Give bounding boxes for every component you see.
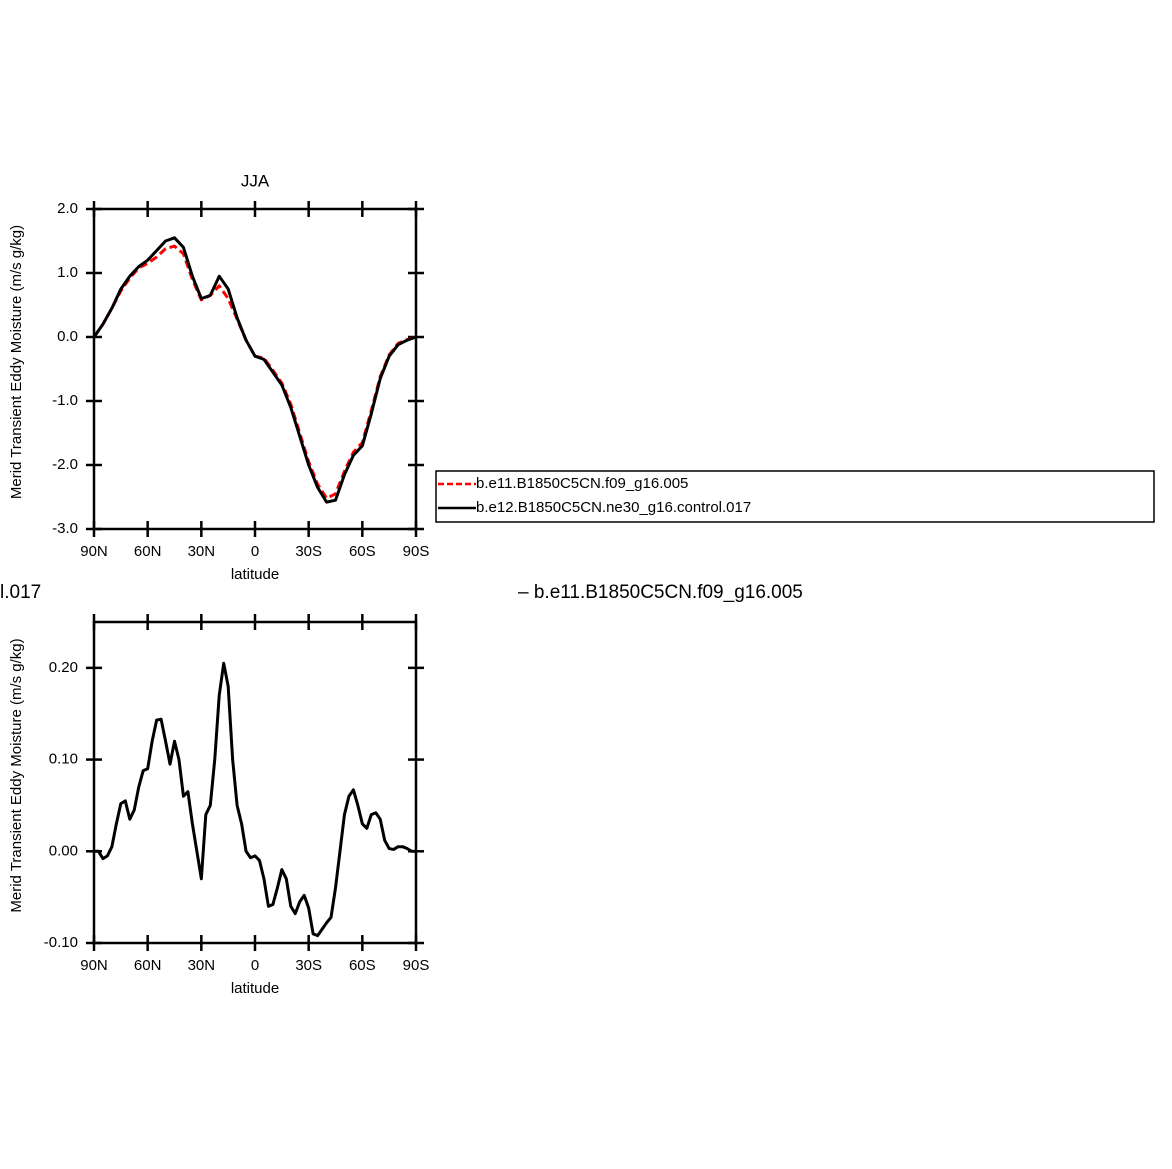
y-tick-label: -2.0: [52, 456, 78, 473]
y-axis-label: Merid Transient Eddy Moisture (m/s g/kg): [8, 638, 25, 912]
data-line: [94, 661, 416, 938]
annotation: – b.e11.B1850C5CN.f09_g16.005: [518, 582, 803, 603]
y-tick-label: 1.0: [57, 264, 78, 281]
plot-frame: [92, 207, 418, 531]
x-tick-label: 30N: [188, 957, 216, 974]
data-line: [92, 236, 417, 504]
y-tick-label: 0.0: [57, 328, 78, 345]
x-tick-label: 60S: [349, 543, 376, 560]
y-tick-label: 0.00: [49, 842, 78, 859]
x-tick-label: 90N: [80, 957, 108, 974]
y-tick-label: 2.0: [57, 200, 78, 217]
plot-frame: [92, 620, 418, 945]
y-axis-label: Merid Transient Eddy Moisture (m/s g/kg): [8, 225, 25, 499]
x-tick-label: 0: [251, 543, 259, 560]
y-tick-label: -3.0: [52, 520, 78, 537]
legend-box: [435, 470, 1155, 523]
annotation: l.017: [0, 582, 41, 603]
y-tick-label: -1.0: [52, 392, 78, 409]
legend-label: b.e12.B1850C5CN.ne30_g16.control.017: [476, 499, 751, 516]
x-tick-label: 30S: [295, 957, 322, 974]
y-tick-label: 0.20: [49, 659, 78, 676]
x-tick-label: 30S: [295, 543, 322, 560]
x-axis-label: latitude: [231, 566, 279, 583]
x-tick-label: 60N: [134, 543, 162, 560]
x-axis-label: latitude: [231, 980, 279, 997]
panel: l.017 – b.e11.B1850C5CN.f09_g16.005 Merid …: [0, 582, 803, 997]
x-tick-label: 90S: [403, 543, 430, 560]
x-tick-label: 0: [251, 957, 259, 974]
chart-title: JJA: [241, 171, 270, 190]
legend-label: b.e11.B1850C5CN.f09_g16.005: [476, 475, 688, 492]
y-tick-label: -0.10: [44, 934, 78, 951]
x-tick-label: 90N: [80, 543, 108, 560]
data-line: [92, 244, 417, 500]
panel: JJA Merid Transient Eddy Moisture (m/s g/…: [8, 171, 1155, 583]
x-tick-label: 60S: [349, 957, 376, 974]
x-tick-label: 90S: [403, 957, 430, 974]
y-tick-label: 0.10: [49, 751, 78, 768]
x-tick-label: 30N: [188, 543, 216, 560]
x-tick-label: 60N: [134, 957, 162, 974]
